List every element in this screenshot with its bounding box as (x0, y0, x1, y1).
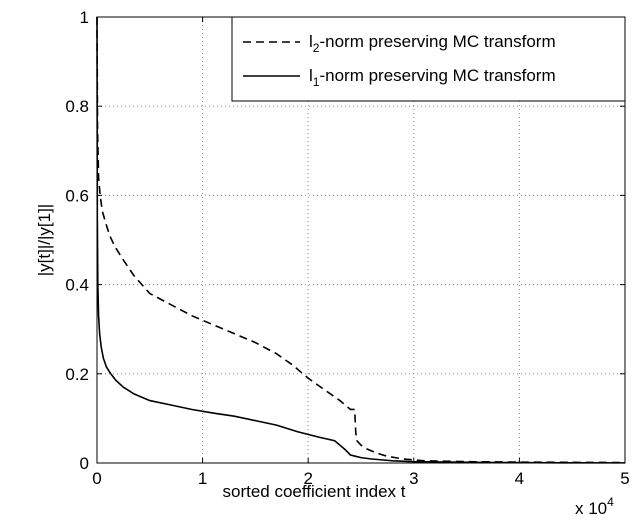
x-exponent-base: x 10 (575, 499, 607, 518)
legend-box (231, 16, 626, 102)
x-axis-label: sorted coefficient index t (222, 482, 405, 501)
x-tick-label: 0 (92, 469, 101, 488)
x-tick-label: 5 (620, 469, 629, 488)
legend: l2-norm preserving MC transform l1-norm … (231, 16, 626, 102)
y-axis-label: |y[t]|/|y[1]| (35, 204, 54, 276)
legend-entry-l1-sub: 1 (313, 75, 320, 89)
y-tick-labels: 0 0.2 0.4 0.6 0.8 1 (65, 8, 89, 473)
x-exponent-power: 4 (607, 495, 614, 509)
x-tick-label: 2 (303, 469, 312, 488)
y-tick-label: 0.8 (65, 97, 89, 116)
legend-entry-l2-sub: 2 (313, 41, 320, 55)
x-tick-label: 1 (198, 469, 207, 488)
legend-entry-l1: l1-norm preserving MC transform (309, 66, 556, 89)
legend-entry-l1-base: l (309, 66, 313, 85)
y-tick-label: 0.6 (65, 186, 89, 205)
series-line-l1 (96, 16, 626, 464)
y-tick-label: 0.4 (65, 276, 89, 295)
series-lines (96, 16, 626, 464)
grid-lines (97, 17, 625, 463)
y-tick-label: 0.2 (65, 365, 89, 384)
y-tick-label: 0 (80, 454, 89, 473)
y-tick-label: 1 (80, 8, 89, 27)
series-line-l2 (96, 16, 626, 464)
x-axis-exponent: x 104 (575, 495, 614, 518)
legend-entry-l1-rest: -norm preserving MC transform (319, 66, 555, 85)
legend-entry-l2-base: l (309, 32, 313, 51)
x-tick-label: 3 (409, 469, 418, 488)
legend-entry-l2: l2-norm preserving MC transform (309, 32, 556, 55)
x-tick-labels: 0 1 2 3 4 5 (92, 469, 629, 488)
legend-entry-l2-rest: -norm preserving MC transform (319, 32, 555, 51)
x-tick-label: 4 (515, 469, 524, 488)
